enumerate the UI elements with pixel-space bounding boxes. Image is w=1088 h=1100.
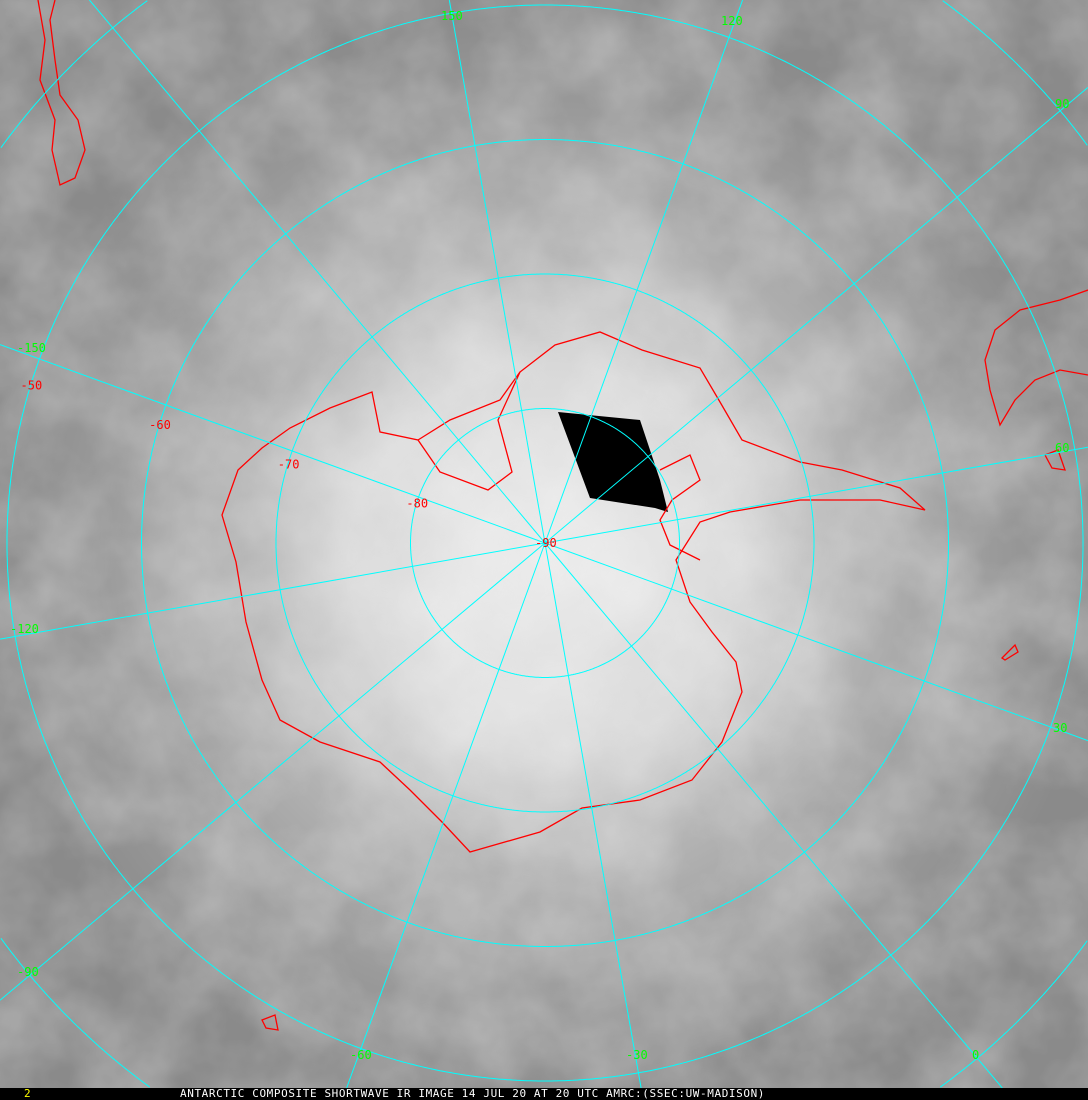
meridian-line xyxy=(544,542,642,1088)
island-coastline xyxy=(261,1014,279,1031)
latitude-circle xyxy=(410,408,680,678)
meridian-line xyxy=(346,542,546,1088)
image-caption: ANTARCTIC COMPOSITE SHORTWAVE IR IMAGE 1… xyxy=(180,1087,766,1100)
longitude-label: -60 xyxy=(350,1048,372,1062)
longitude-label: -30 xyxy=(626,1048,648,1062)
image-caption-bar: 2 ANTARCTIC COMPOSITE SHORTWAVE IR IMAGE… xyxy=(0,1088,1088,1100)
latitude-label: -50 xyxy=(21,379,43,393)
island-coastline xyxy=(1044,449,1066,471)
longitude-label: 120 xyxy=(721,14,743,28)
latitude-circle xyxy=(275,273,815,813)
antarctica-coastline xyxy=(221,331,926,853)
meridian-line xyxy=(544,542,1003,1088)
latitude-label: -70 xyxy=(278,457,300,471)
meridian-line xyxy=(544,87,1088,544)
latitude-circle xyxy=(6,4,1084,1082)
meridian-line xyxy=(0,542,546,640)
longitude-label: -120 xyxy=(10,622,39,636)
meridian-line xyxy=(89,0,546,544)
longitude-label: 30 xyxy=(1053,721,1067,735)
longitude-label: -150 xyxy=(17,341,46,355)
longitude-label: 150 xyxy=(441,9,463,23)
latitude-label: -90 xyxy=(535,536,557,550)
longitude-label: 0 xyxy=(972,1048,979,1062)
longitude-label: 90 xyxy=(1055,97,1069,111)
longitude-label: 60 xyxy=(1055,441,1069,455)
south-america-coastline xyxy=(984,289,1088,427)
meridian-line xyxy=(544,542,1088,742)
meridian-line xyxy=(448,0,546,544)
longitude-label: -90 xyxy=(17,965,39,979)
new-zealand-coastline xyxy=(37,0,86,186)
latitude-label: -60 xyxy=(149,418,171,432)
meridian-line xyxy=(544,0,744,544)
island-coastline xyxy=(1000,643,1019,661)
latitude-circle xyxy=(141,139,949,947)
frame-number: 2 xyxy=(24,1087,31,1100)
meridian-line xyxy=(0,344,546,544)
meridian-line xyxy=(544,446,1088,544)
ross-ice-shelf-coastline xyxy=(417,371,521,441)
latitude-label: -80 xyxy=(406,497,428,511)
no-data-wedge xyxy=(558,412,668,512)
graticule-labels: -50 -60 -70 -80 -90 150 120 90 60 30 0 -30 -60 -90 -12… xyxy=(10,9,1069,1062)
meridian-line xyxy=(0,542,546,1001)
